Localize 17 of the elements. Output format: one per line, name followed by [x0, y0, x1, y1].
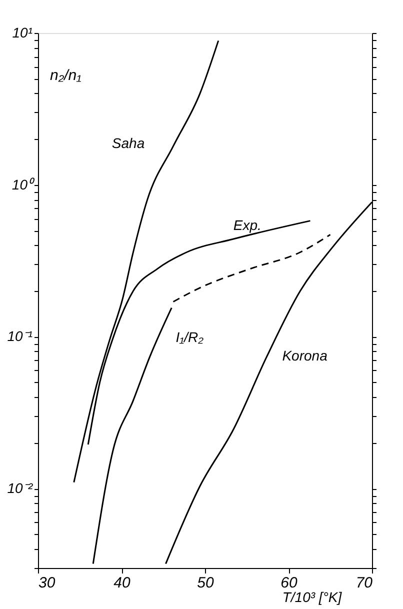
series-label: Korona [282, 348, 328, 364]
y-tick-label: 10⁰ [12, 176, 36, 192]
x-tick-label: 60 [280, 574, 298, 592]
y-tick-label: 10⁻¹ [7, 328, 33, 344]
line-series [92, 307, 172, 564]
x-tick-label: 50 [197, 574, 214, 592]
series-label: Exp. [233, 217, 262, 234]
x-axis-title: T/10³ [°K] [282, 589, 343, 605]
y-axis-title: n₂/n₁ [50, 67, 82, 84]
series-label: I₁/R₂ [176, 328, 204, 345]
y-tick-label: 10¹ [12, 24, 33, 40]
line-series [172, 234, 331, 302]
series-label: Saha [112, 135, 145, 152]
x-tick-label: 40 [114, 574, 131, 592]
x-tick-label: 30 [38, 574, 56, 592]
y-tick-label: 10⁻² [7, 480, 34, 496]
x-tick-label: 70 [356, 574, 374, 592]
